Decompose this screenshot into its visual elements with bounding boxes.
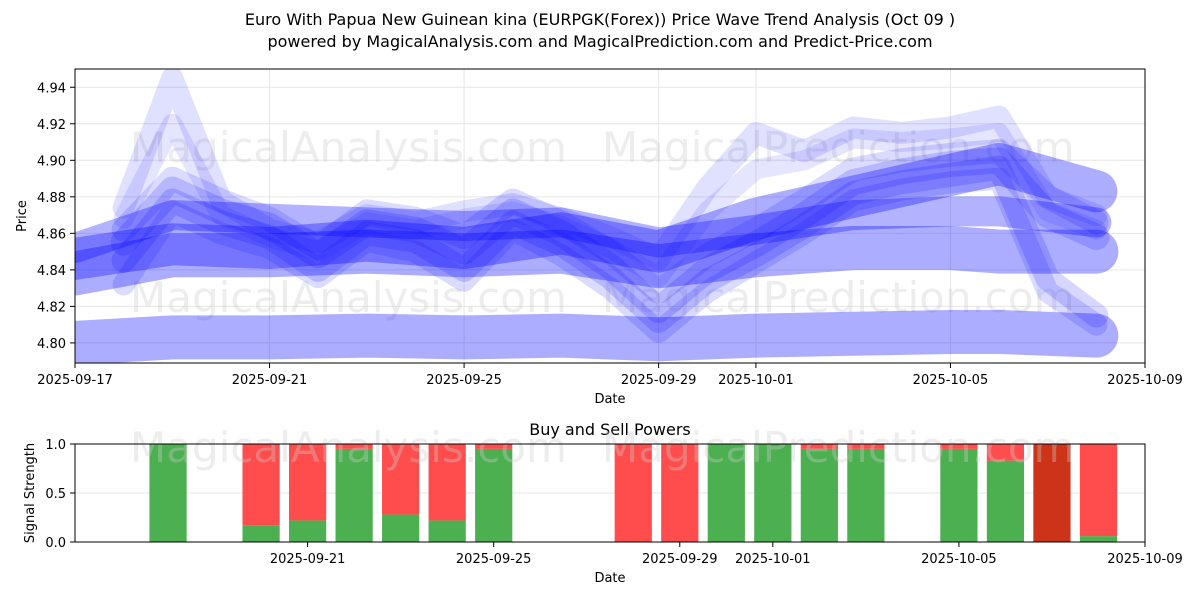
buy-bar	[847, 448, 885, 542]
price-y-tick-label: 4.90	[37, 154, 66, 169]
sell-bar	[847, 444, 885, 449]
price-y-tick-label: 4.88	[37, 191, 66, 206]
price-wave-band-2	[113, 113, 1107, 288]
price-x-tick-label: 2025-10-05	[913, 373, 989, 388]
sell-bar	[242, 444, 280, 526]
price-wave-band-5	[111, 155, 1109, 333]
price-x-tick-label: 2025-09-29	[621, 373, 697, 388]
sell-bar	[614, 444, 652, 542]
signal-y-tick-label: 0.0	[45, 536, 66, 551]
signal-x-tick-label: 2025-10-01	[735, 552, 811, 567]
price-wave-band-6	[112, 167, 1108, 343]
sell-bar	[1079, 444, 1118, 537]
price-wave-bands	[75, 69, 1119, 363]
price-y-ticks: 4.80 4.82 4.84 4.86 4.88 4.90 4.92 4.94	[37, 81, 75, 352]
buy-bar	[475, 448, 513, 542]
price-wave-band-7	[75, 196, 1112, 263]
watermark-prediction-top: MagicalPrediction.com	[602, 123, 1075, 172]
buy-bar	[754, 444, 792, 542]
signal-x-ticks: 2025-09-21 2025-09-25 2025-09-29 2025-10-01…	[270, 542, 1183, 567]
price-y-tick-label: 4.86	[37, 227, 66, 242]
price-wave-band-9	[75, 226, 1119, 296]
price-y-tick-label: 4.84	[37, 264, 66, 279]
sell-bar	[335, 444, 373, 449]
buy-bar	[428, 520, 466, 542]
figure-title: Euro With Papua New Guinean kina (EURPGK…	[245, 10, 955, 29]
signal-x-axis-label: Date	[594, 571, 625, 586]
signal-bars	[149, 444, 1118, 542]
signal-x-tick-label: 2025-09-21	[270, 552, 346, 567]
price-x-axis-label: Date	[594, 392, 625, 407]
price-y-tick-label: 4.82	[37, 300, 66, 315]
price-y-tick-label: 4.80	[37, 337, 66, 352]
price-y-tick-label: 4.92	[37, 118, 66, 133]
buy-bar	[382, 514, 420, 542]
signal-x-tick-label: 2025-10-05	[921, 552, 997, 567]
price-y-tick-label: 4.94	[37, 81, 66, 96]
price-wave-band-10	[75, 310, 1119, 363]
sell-bar	[382, 444, 420, 515]
buy-bar	[707, 444, 745, 542]
sell-bar	[800, 444, 838, 449]
watermark-analysis-top: MagicalAnalysis.com	[130, 123, 567, 172]
sell-bar	[1033, 444, 1071, 542]
signal-x-tick-label: 2025-10-09	[1107, 552, 1183, 567]
price-wave-band-8	[75, 143, 1118, 280]
buy-bar	[800, 448, 838, 542]
buy-bar	[986, 460, 1025, 542]
price-x-tick-label: 2025-10-09	[1107, 373, 1183, 388]
sell-bar	[428, 444, 466, 521]
sell-bar	[986, 444, 1025, 461]
signal-y-ticks: 0.0 0.5 1.0	[45, 438, 75, 551]
buy-bar	[149, 444, 187, 542]
price-wave-band-3	[111, 139, 1109, 304]
watermark-analysis-mid: MagicalAnalysis.com	[130, 273, 567, 322]
sell-bar	[475, 444, 513, 449]
watermark-prediction-bottom: MagicalPrediction.com	[602, 423, 1075, 472]
figure-subtitle: powered by MagicalAnalysis.com and Magic…	[267, 32, 932, 51]
price-x-tick-label: 2025-09-21	[232, 373, 308, 388]
watermark-analysis-bottom: MagicalAnalysis.com	[130, 423, 567, 472]
watermark-prediction-mid: MagicalPrediction.com	[602, 273, 1075, 322]
price-x-tick-label: 2025-09-17	[37, 373, 113, 388]
buy-bar	[335, 448, 373, 542]
signal-x-tick-label: 2025-09-25	[456, 552, 532, 567]
signal-y-tick-label: 1.0	[45, 438, 66, 453]
signal-x-tick-label: 2025-09-29	[642, 552, 718, 567]
buy-bar	[1079, 536, 1118, 542]
price-x-ticks: 2025-09-17 2025-09-21 2025-09-25 2025-09-29…	[37, 363, 1183, 388]
buy-bar	[242, 525, 280, 542]
signal-y-axis-label: Signal Strength	[23, 443, 38, 543]
signal-y-tick-label: 0.5	[45, 487, 66, 502]
sell-bar	[661, 444, 699, 542]
price-wave-band-1	[112, 69, 1108, 270]
buy-bar	[940, 448, 978, 542]
price-grid	[74, 69, 1146, 363]
signal-chart-title: Buy and Sell Powers	[529, 420, 691, 439]
price-wave-band-4	[110, 147, 1110, 323]
price-y-axis-label: Price	[15, 200, 30, 232]
sell-bar	[940, 444, 978, 449]
price-x-tick-label: 2025-10-01	[718, 373, 794, 388]
price-x-tick-label: 2025-09-25	[426, 373, 502, 388]
buy-bar	[289, 520, 327, 542]
sell-bar	[289, 444, 327, 521]
price-plot-frame	[74, 68, 1146, 364]
